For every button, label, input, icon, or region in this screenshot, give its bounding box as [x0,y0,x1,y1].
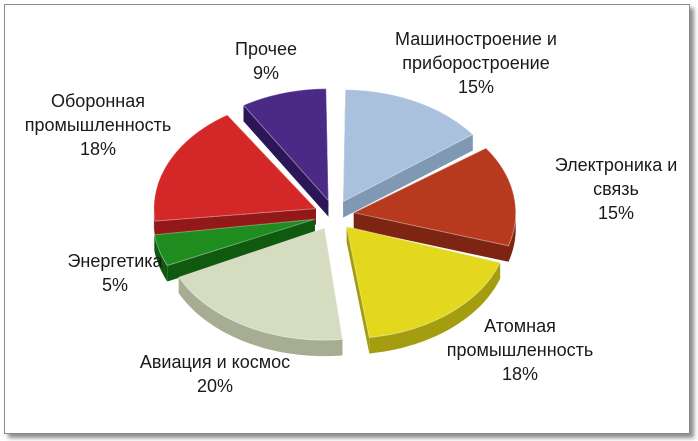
slice-label: Электроника и связь 15% [555,155,678,223]
pie-slice [153,218,315,282]
pie-chart: Машиностроение и приборостроение 15%Электр… [25,29,678,396]
slice-label: Оборонная промышленность 18% [25,91,172,159]
slice-value-label: 15% [598,203,634,223]
slice-value-label: 20% [197,376,233,396]
slice-category-label: Авиация и космос [140,352,290,372]
slice-category-label: Электроника и [555,155,678,175]
slice-value-label: 5% [102,275,128,295]
pie-slice-wall [243,105,329,217]
pie-slice-top [352,147,517,247]
slice-category-label: Машиностроение и [395,29,557,49]
pie-slice-top [346,225,501,339]
pie-slice-top [178,227,343,341]
slice-value-label: 15% [458,77,494,97]
slice-category-label: Атомная [484,316,556,336]
pie-slice [352,147,517,262]
pie-slice-top [242,88,329,202]
pie-slice-top [342,89,474,203]
slice-label: Прочее 9% [235,39,297,83]
slice-category-label: приборостроение [402,53,549,73]
pie-slice-side [153,206,155,238]
pie-slice [346,225,501,354]
pie-slice-top [153,114,317,222]
pie-slice-wall [154,208,316,238]
slice-label: Энергетика 5% [67,251,163,295]
pie-slice-wall [343,134,473,218]
slice-value-label: 18% [502,364,538,384]
chart-frame: Машиностроение и приборостроение 15% Электр… [4,4,690,434]
slice-value-label: 9% [253,63,279,83]
pie-slice-side [369,262,501,354]
slice-label: Авиация и космос 20% [140,352,290,396]
slice-category-label: Прочее [235,39,297,59]
pie-slice [242,88,329,217]
pie-slice [178,227,343,357]
slice-category-label: Оборонная [51,91,145,111]
slice-label: Атомная промышленность 18% [447,316,594,384]
slice-category-label: Энергетика [67,251,163,271]
pie-slice-wall [346,226,370,354]
slice-category-label: связь [593,179,639,199]
pie-slice-side [178,277,343,357]
slice-label: Машиностроение и приборостроение 15% [395,29,557,97]
pie-slice-wall [353,212,509,262]
pie-slice [153,114,317,238]
slice-category-label: промышленность [25,115,172,135]
pie-slice-top [153,218,315,267]
pie-slice [342,89,474,218]
slice-value-label: 18% [80,139,116,159]
slice-category-label: промышленность [447,340,594,360]
